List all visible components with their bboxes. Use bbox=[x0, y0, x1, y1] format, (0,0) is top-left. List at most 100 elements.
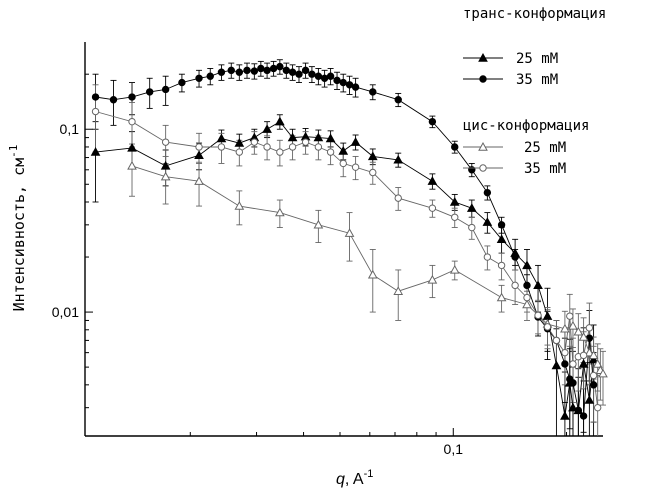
data-point bbox=[109, 96, 118, 104]
data-point bbox=[217, 68, 226, 76]
y-axis-label-exponent: -1 bbox=[7, 145, 20, 158]
data-point bbox=[449, 196, 460, 206]
data-point bbox=[178, 78, 186, 87]
data-point bbox=[326, 148, 335, 156]
data-point bbox=[313, 219, 324, 229]
data-point bbox=[533, 280, 543, 290]
data-point bbox=[585, 324, 594, 332]
data-point bbox=[308, 70, 316, 78]
data-point bbox=[326, 72, 335, 80]
data-point bbox=[235, 68, 244, 76]
data-point bbox=[482, 217, 493, 226]
data-point bbox=[325, 133, 336, 143]
data-point bbox=[345, 81, 354, 89]
data-point bbox=[589, 371, 598, 380]
data-point bbox=[235, 148, 244, 156]
data-point bbox=[593, 403, 602, 412]
data-point bbox=[511, 253, 519, 261]
legend-entry-label: 35 mM bbox=[524, 161, 566, 177]
x-tick-label: 0,1 bbox=[444, 441, 464, 457]
data-point bbox=[234, 201, 245, 210]
data-point bbox=[250, 138, 259, 146]
data-point bbox=[568, 320, 578, 330]
data-point bbox=[561, 348, 569, 357]
data-point bbox=[551, 360, 562, 370]
data-point bbox=[276, 148, 284, 156]
data-point bbox=[333, 76, 341, 85]
x-axis-label-exponent: -1 bbox=[364, 468, 374, 480]
data-point bbox=[578, 332, 589, 341]
data-point bbox=[483, 188, 492, 197]
data-point bbox=[216, 133, 227, 143]
data-point bbox=[451, 143, 459, 151]
data-point bbox=[128, 93, 136, 101]
data-point bbox=[598, 368, 608, 378]
data-point bbox=[282, 66, 291, 75]
data-point bbox=[523, 293, 531, 302]
data-point bbox=[428, 204, 437, 212]
data-point bbox=[569, 379, 577, 387]
data-point bbox=[588, 350, 599, 360]
data-point bbox=[468, 223, 476, 232]
data-point bbox=[338, 145, 349, 155]
data-point bbox=[160, 160, 171, 170]
legend-marker bbox=[478, 141, 488, 151]
data-point bbox=[128, 117, 136, 126]
data-point bbox=[234, 138, 245, 147]
data-point bbox=[275, 116, 285, 126]
data-point bbox=[367, 269, 378, 279]
legend-marker bbox=[478, 52, 488, 62]
data-point bbox=[589, 381, 598, 389]
data-point bbox=[314, 143, 323, 151]
data-point bbox=[569, 360, 577, 368]
series-line bbox=[95, 121, 595, 417]
legend-group-title: цис-конформация bbox=[463, 118, 589, 134]
data-point bbox=[194, 176, 204, 185]
legend-marker bbox=[479, 164, 487, 172]
data-point bbox=[263, 66, 271, 75]
data-point bbox=[195, 143, 203, 151]
data-point bbox=[217, 143, 226, 151]
data-point bbox=[206, 72, 214, 80]
data-point bbox=[314, 72, 323, 80]
data-point bbox=[90, 147, 101, 156]
data-point bbox=[127, 160, 137, 170]
data-point bbox=[393, 154, 404, 164]
data-point bbox=[243, 66, 251, 75]
data-point bbox=[566, 312, 574, 320]
data-point bbox=[427, 176, 438, 185]
data-point bbox=[561, 360, 569, 368]
data-point bbox=[367, 151, 378, 161]
series-line bbox=[95, 111, 599, 408]
y-axis-label-group: Интенсивность, см-1 bbox=[7, 145, 28, 312]
data-point bbox=[320, 74, 329, 82]
series-markers bbox=[90, 62, 608, 420]
data-point bbox=[584, 347, 595, 357]
data-point bbox=[160, 171, 171, 181]
data-point bbox=[369, 88, 377, 96]
data-point bbox=[351, 163, 360, 171]
data-point bbox=[161, 85, 170, 94]
data-point bbox=[145, 88, 154, 96]
data-point bbox=[522, 260, 532, 270]
data-point bbox=[560, 323, 570, 333]
data-point bbox=[351, 83, 360, 91]
data-point bbox=[588, 354, 599, 364]
legend-marker bbox=[479, 75, 487, 83]
data-point bbox=[579, 351, 588, 360]
data-point bbox=[313, 132, 324, 142]
data-point bbox=[344, 228, 355, 237]
series-line bbox=[131, 165, 604, 374]
data-point bbox=[542, 311, 553, 320]
data-point bbox=[496, 292, 507, 302]
x-axis-label: q, A-1 bbox=[336, 468, 373, 488]
data-point bbox=[295, 70, 303, 78]
data-point bbox=[288, 68, 297, 76]
data-point bbox=[91, 93, 100, 101]
data-point bbox=[339, 159, 347, 168]
legend-entry-label: 25 mM bbox=[516, 51, 558, 67]
data-point bbox=[275, 207, 285, 217]
data-point bbox=[466, 203, 477, 212]
data-point bbox=[560, 411, 570, 420]
data-point bbox=[543, 323, 552, 331]
